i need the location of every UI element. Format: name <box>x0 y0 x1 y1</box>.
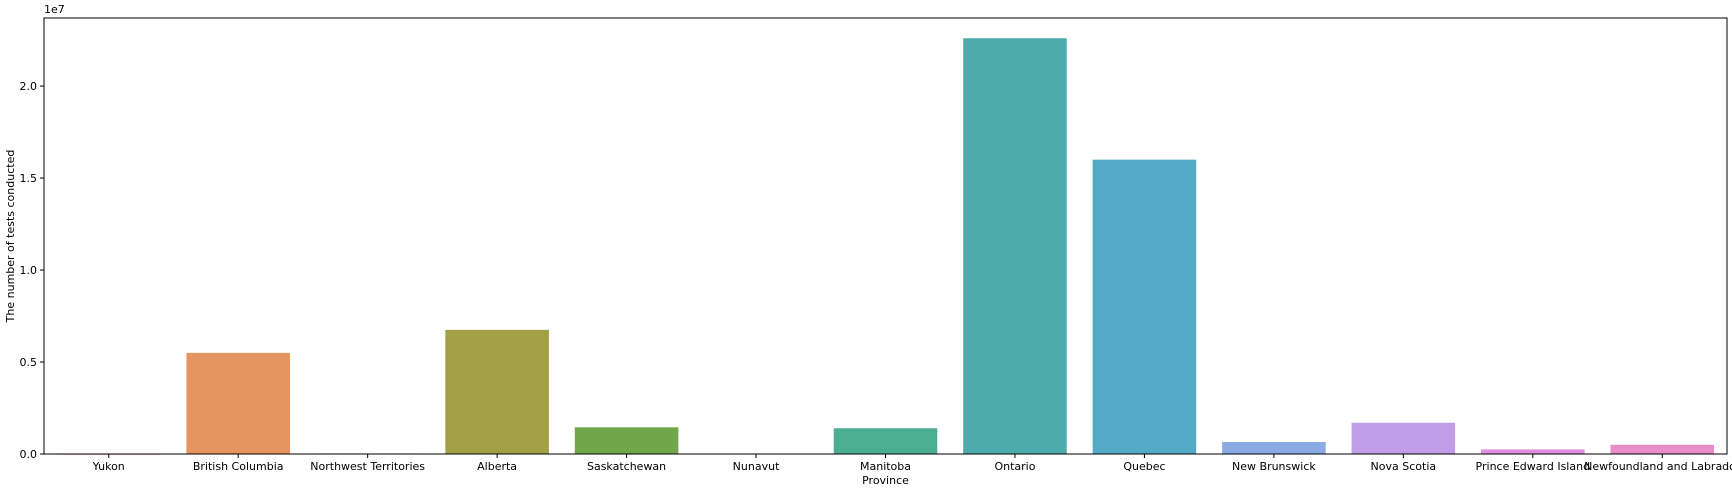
x-tick-label: Quebec <box>1123 460 1165 473</box>
bar-prince-edward-island <box>1481 449 1585 454</box>
x-ticks-group: Yukon British Columbia Northwest Territori… <box>92 454 1732 473</box>
y-tick-label: 1.0 <box>20 264 38 277</box>
bar-new-brunswick <box>1222 442 1326 454</box>
x-tick-label: Northwest Territories <box>310 460 425 473</box>
x-tick-label: Saskatchewan <box>587 460 666 473</box>
x-tick-label: New Brunswick <box>1232 460 1316 473</box>
bar-manitoba <box>833 428 938 454</box>
bar-nova-scotia <box>1351 422 1456 454</box>
x-tick-label: Newfoundland and Labrador <box>1584 460 1732 473</box>
bar-newfoundland-and-labrador <box>1610 444 1715 454</box>
plot-frame <box>43 17 1728 455</box>
bar-ontario <box>963 38 1067 454</box>
y-axis-label: The number of tests conducted <box>4 150 17 324</box>
x-tick-label: Yukon <box>92 460 125 473</box>
bars-group <box>56 38 1715 455</box>
x-tick-label: Prince Edward Island <box>1476 460 1591 473</box>
y-tick-label: 2.0 <box>20 80 38 93</box>
x-tick-label: Nunavut <box>733 460 780 473</box>
y-tick-label: 0.5 <box>20 356 38 369</box>
x-tick-label: Ontario <box>994 460 1035 473</box>
bar-british-columbia <box>186 352 290 454</box>
x-tick-label: Nova Scotia <box>1371 460 1437 473</box>
bar-alberta <box>445 329 549 454</box>
x-axis-label: Province <box>862 474 909 487</box>
y-tick-label: 1.5 <box>20 172 38 185</box>
x-tick-label: Manitoba <box>860 460 911 473</box>
y-tick-label: 0.0 <box>20 448 38 461</box>
bar-saskatchewan <box>574 427 679 454</box>
x-tick-label: Alberta <box>477 460 517 473</box>
bar-quebec <box>1092 159 1197 455</box>
y-offset-text: 1e7 <box>44 3 65 16</box>
y-ticks-group: 0.0 0.5 1.0 1.5 2.0 <box>20 80 44 461</box>
x-tick-label: British Columbia <box>193 460 284 473</box>
